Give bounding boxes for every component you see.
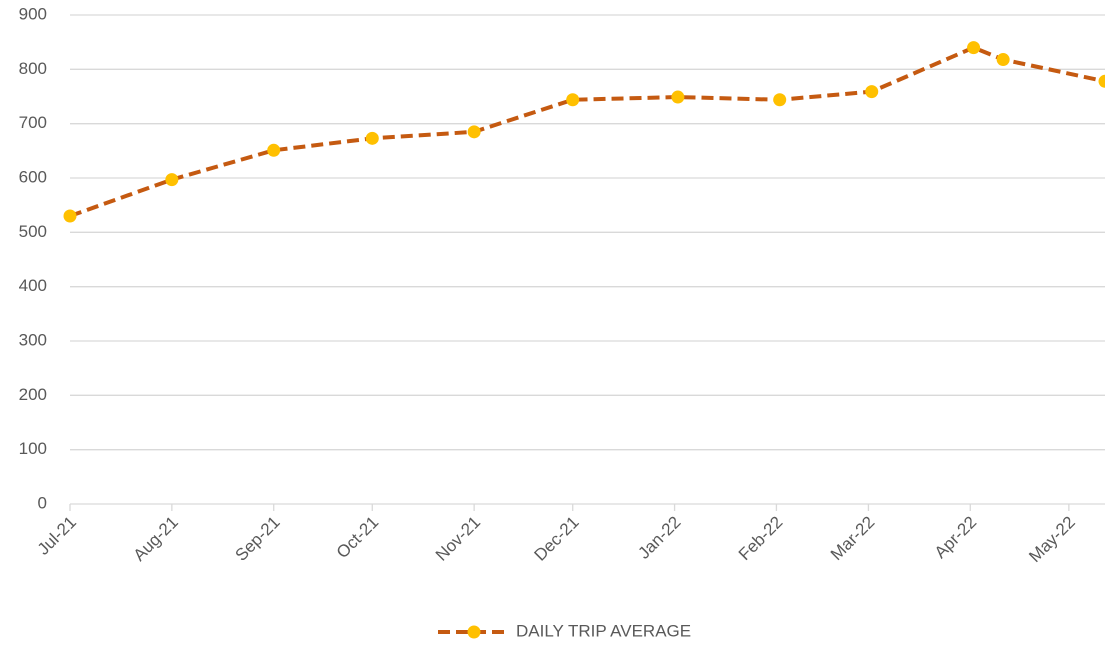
x-tick-label: Sep-21 [232, 513, 284, 565]
y-tick-label: 900 [19, 4, 47, 23]
point [566, 93, 580, 107]
x-tick-label: Apr-22 [931, 513, 981, 563]
point [996, 53, 1010, 67]
point [63, 209, 77, 223]
point [671, 90, 685, 104]
y-tick-label: 100 [19, 439, 47, 458]
y-tick-label: 500 [19, 222, 47, 241]
legend-label: DAILY TRIP AVERAGE [516, 621, 691, 640]
y-tick-label: 0 [38, 493, 47, 512]
x-tick-label: Jul-21 [34, 513, 80, 559]
x-tick-label: Feb-22 [735, 513, 787, 565]
point [967, 41, 981, 55]
x-tick-label: Oct-21 [333, 513, 383, 563]
point [467, 125, 481, 139]
legend-marker [467, 625, 481, 639]
line [69, 45, 1105, 218]
y-tick-label: 400 [19, 276, 47, 295]
x-tick-label: Dec-21 [531, 513, 583, 565]
y-tick-label: 200 [19, 385, 47, 404]
point [365, 131, 379, 145]
y-tick-label: 800 [19, 59, 47, 78]
point [865, 85, 879, 99]
point [773, 93, 787, 107]
y-tick-label: 300 [19, 330, 47, 349]
x-tick-label: Aug-21 [130, 513, 182, 565]
point [165, 173, 179, 187]
x-tick-label: Mar-22 [827, 513, 879, 565]
y-tick-label: 600 [19, 167, 47, 186]
point [1098, 74, 1105, 88]
x-tick-label: May-22 [1025, 513, 1079, 567]
x-tick-label: Jan-22 [634, 513, 684, 563]
x-tick-label: Nov-21 [432, 513, 484, 565]
y-tick-label: 700 [19, 113, 47, 132]
point [267, 143, 281, 157]
